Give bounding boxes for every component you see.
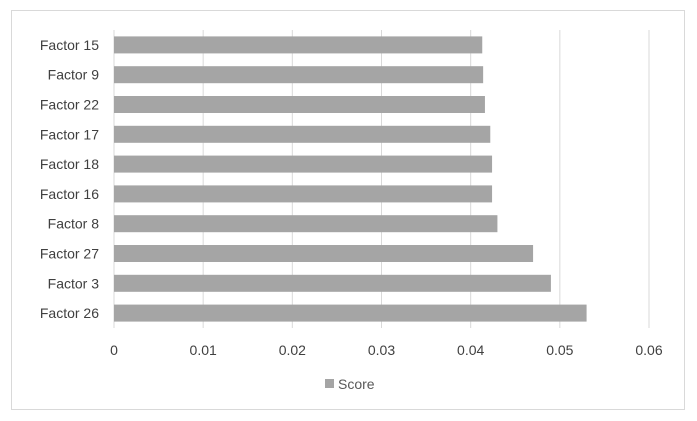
bar-factor-16 (114, 185, 493, 203)
legend-label-score: Score (338, 376, 375, 392)
category-label: Factor 22 (40, 97, 99, 113)
bar-factor-26 (114, 304, 587, 322)
category-label: Factor 18 (40, 156, 99, 172)
category-label: Factor 27 (40, 246, 99, 262)
category-label: Factor 15 (40, 37, 99, 53)
category-label: Factor 26 (40, 305, 99, 321)
bar-factor-3 (114, 274, 551, 292)
x-tick-label: 0.03 (368, 342, 395, 358)
category-label: Factor 8 (48, 216, 100, 232)
bar-factor-8 (114, 215, 498, 233)
bars (114, 36, 587, 322)
x-tick-label: 0.02 (279, 342, 306, 358)
bar-factor-27 (114, 245, 534, 262)
x-tick-labels: 0 0.01 0.02 0.03 0.04 0.05 0.06 (110, 342, 663, 358)
legend-swatch (325, 379, 334, 388)
x-tick-label: 0 (110, 342, 118, 358)
bar-factor-18 (114, 155, 493, 173)
x-tick-label: 0.06 (635, 342, 662, 358)
category-label: Factor 9 (48, 67, 100, 83)
bar-factor-9 (114, 66, 484, 84)
category-label: Factor 17 (40, 126, 99, 142)
category-label: Factor 3 (48, 275, 100, 291)
category-labels: Factor 15 Factor 9 Factor 22 Factor 17 Facto… (40, 37, 99, 321)
x-tick-label: 0.05 (546, 342, 573, 358)
legend: Score (325, 376, 375, 392)
x-tick-label: 0.04 (457, 342, 484, 358)
bar-factor-15 (114, 36, 483, 54)
bar-factor-22 (114, 96, 485, 113)
x-tick-label: 0.01 (190, 342, 217, 358)
category-label: Factor 16 (40, 186, 99, 202)
bar-factor-17 (114, 125, 491, 143)
